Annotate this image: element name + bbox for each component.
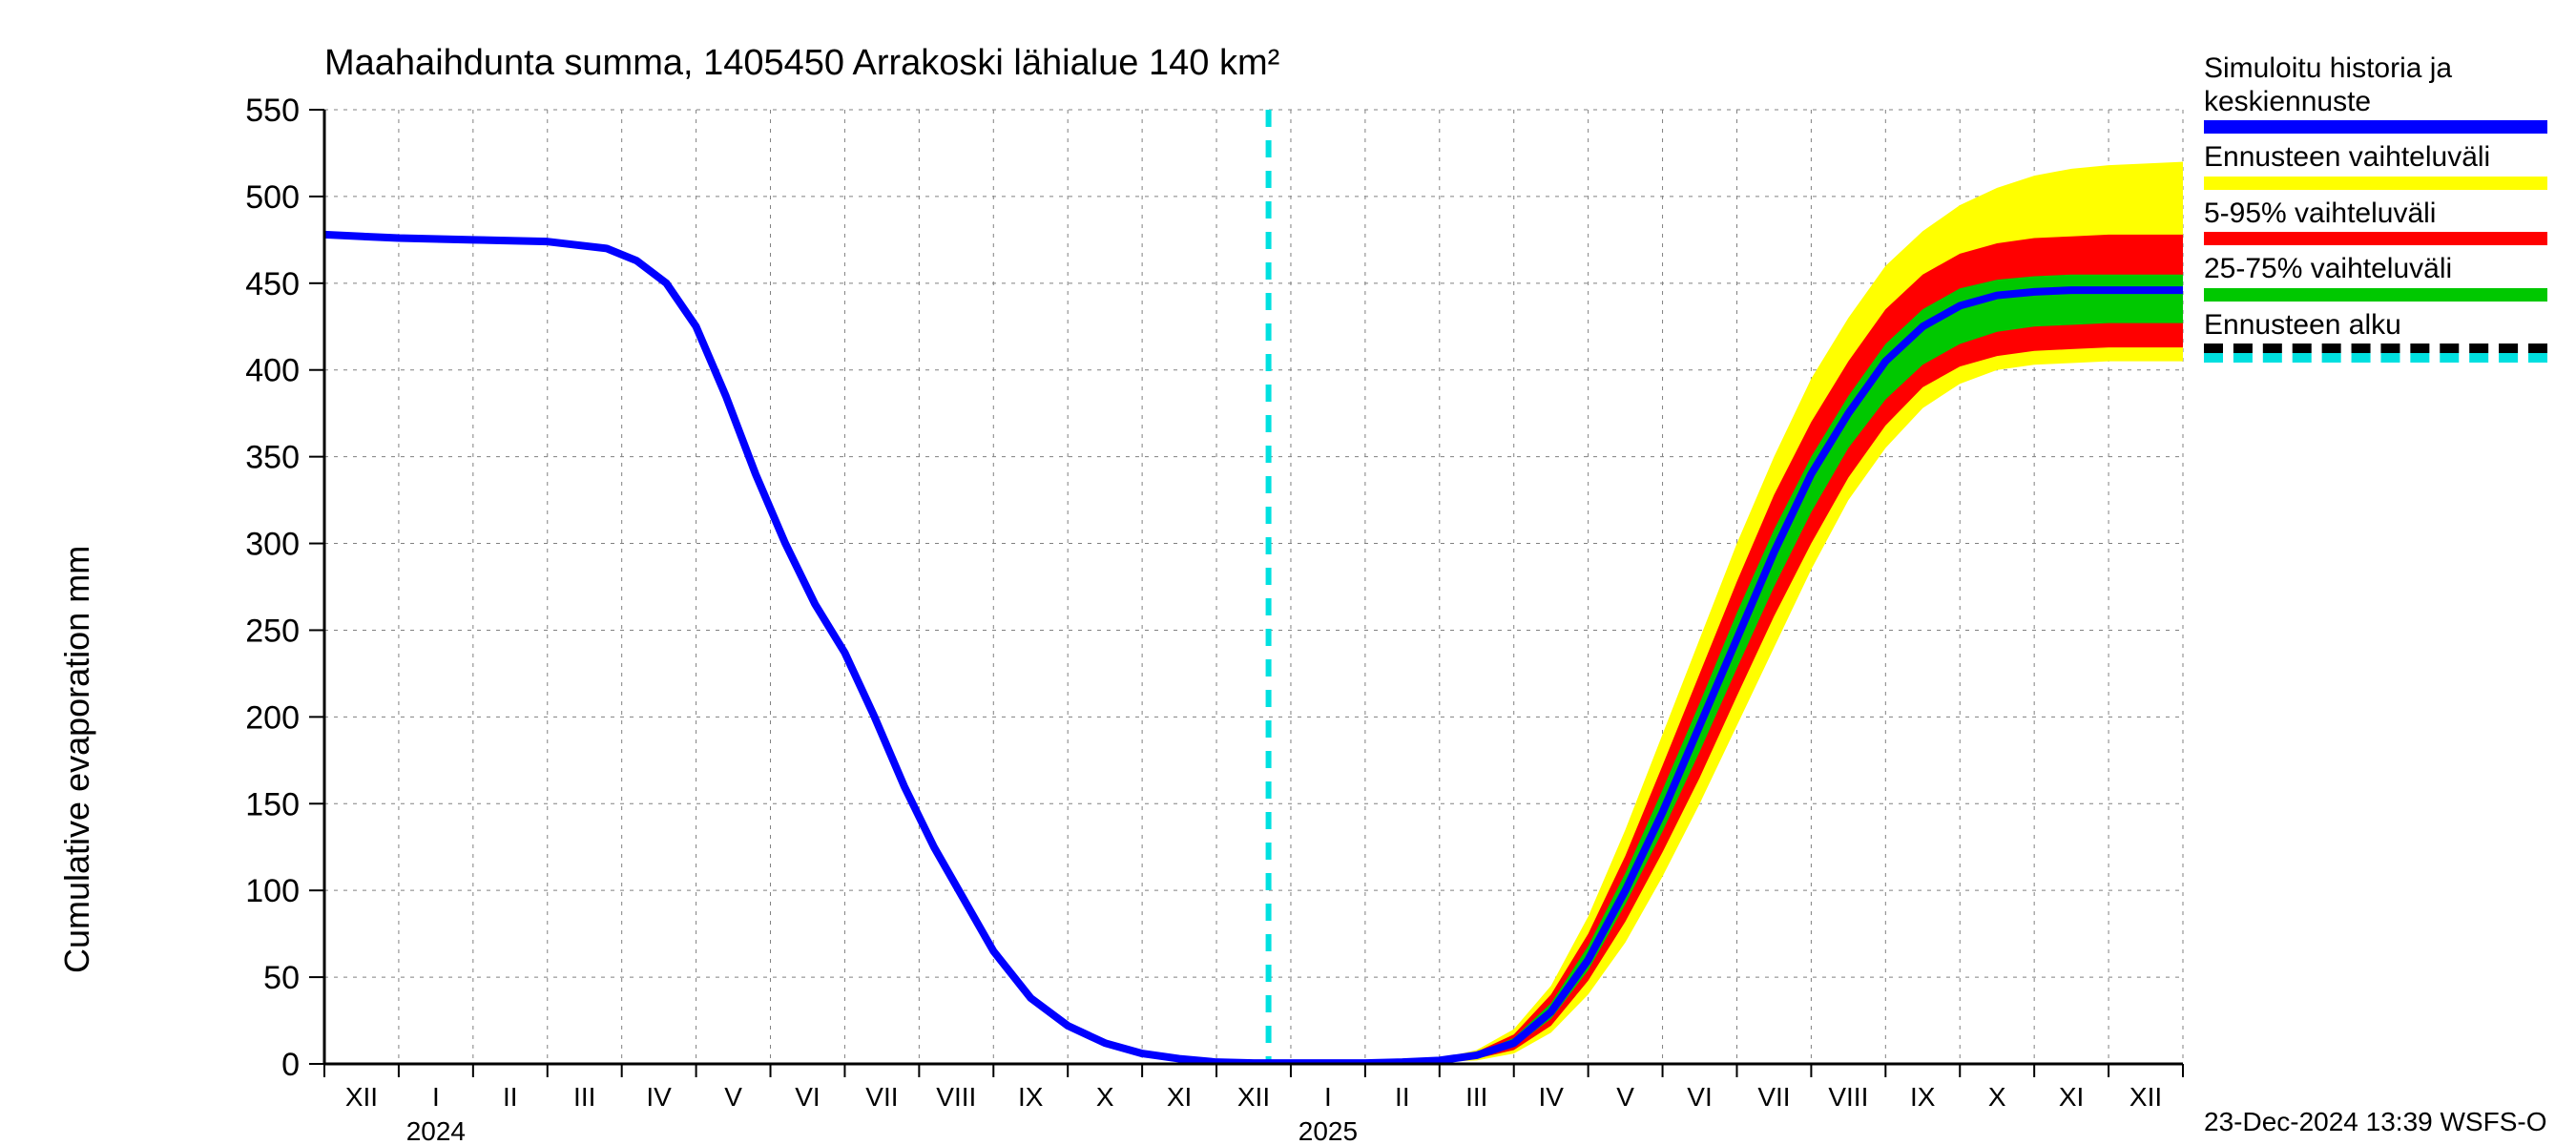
svg-text:200: 200 [245,699,300,736]
svg-text:IX: IX [1910,1082,1936,1112]
svg-text:VIII: VIII [936,1082,976,1112]
svg-text:2025: 2025 [1298,1116,1358,1145]
svg-text:IV: IV [1538,1082,1564,1112]
legend-swatch [2204,120,2547,134]
svg-text:400: 400 [245,353,300,389]
svg-text:XII: XII [2129,1082,2162,1112]
svg-text:VI: VI [1687,1082,1712,1112]
legend-label: Ennusteen vaihteluväli [2204,141,2566,175]
svg-text:I: I [1324,1082,1332,1112]
legend-swatch [2204,232,2547,245]
legend-entry: 5-95% vaihteluväli [2204,198,2566,246]
legend-entry: Ennusteen vaihteluväli [2204,141,2566,190]
legend-swatch [2204,288,2547,302]
svg-text:III: III [1465,1082,1487,1112]
svg-text:XII: XII [1237,1082,1270,1112]
svg-text:X: X [1988,1082,2006,1112]
svg-text:X: X [1096,1082,1114,1112]
svg-text:VII: VII [865,1082,898,1112]
svg-text:XII: XII [345,1082,378,1112]
svg-text:I: I [432,1082,440,1112]
svg-text:XI: XI [1167,1082,1192,1112]
svg-text:IX: IX [1018,1082,1044,1112]
svg-text:550: 550 [245,93,300,129]
svg-text:II: II [1395,1082,1410,1112]
svg-text:250: 250 [245,613,300,649]
svg-text:VII: VII [1757,1082,1790,1112]
svg-text:50: 50 [263,960,300,996]
svg-text:VIII: VIII [1828,1082,1868,1112]
svg-text:450: 450 [245,266,300,302]
legend-entry: Simuloitu historia ja keskiennuste [2204,52,2566,134]
svg-text:350: 350 [245,440,300,476]
svg-text:2024: 2024 [406,1116,466,1145]
svg-text:XI: XI [2059,1082,2084,1112]
svg-text:V: V [1616,1082,1634,1112]
svg-text:III: III [573,1082,595,1112]
y-axis-label: Cumulative evaporation mm [57,546,97,973]
svg-text:150: 150 [245,786,300,822]
chart-stage: Maahaihdunta summa, 1405450 Arrakoski lä… [0,0,2576,1145]
chart-plot: 050100150200250300350400450500550XIIIIII… [0,0,2576,1145]
legend-swatch [2204,177,2547,190]
chart-title: Maahaihdunta summa, 1405450 Arrakoski lä… [324,43,1279,84]
legend-swatch [2204,344,2547,353]
svg-text:500: 500 [245,179,300,216]
legend-label: 5-95% vaihteluväli [2204,198,2566,231]
svg-text:VI: VI [795,1082,820,1112]
legend: Simuloitu historia ja keskiennuste Ennust… [2204,52,2566,361]
svg-text:IV: IV [646,1082,672,1112]
svg-text:V: V [724,1082,742,1112]
svg-text:II: II [503,1082,518,1112]
legend-entry: 25-75% vaihteluväli [2204,253,2566,302]
svg-text:0: 0 [281,1047,300,1083]
footer-timestamp: 23-Dec-2024 13:39 WSFS-O [2204,1107,2547,1137]
legend-label: Simuloitu historia ja keskiennuste [2204,52,2566,118]
legend-entry: Ennusteen alku [2204,309,2566,354]
svg-text:100: 100 [245,873,300,909]
legend-label: 25-75% vaihteluväli [2204,253,2566,286]
legend-label: Ennusteen alku [2204,309,2566,343]
svg-text:300: 300 [245,527,300,563]
